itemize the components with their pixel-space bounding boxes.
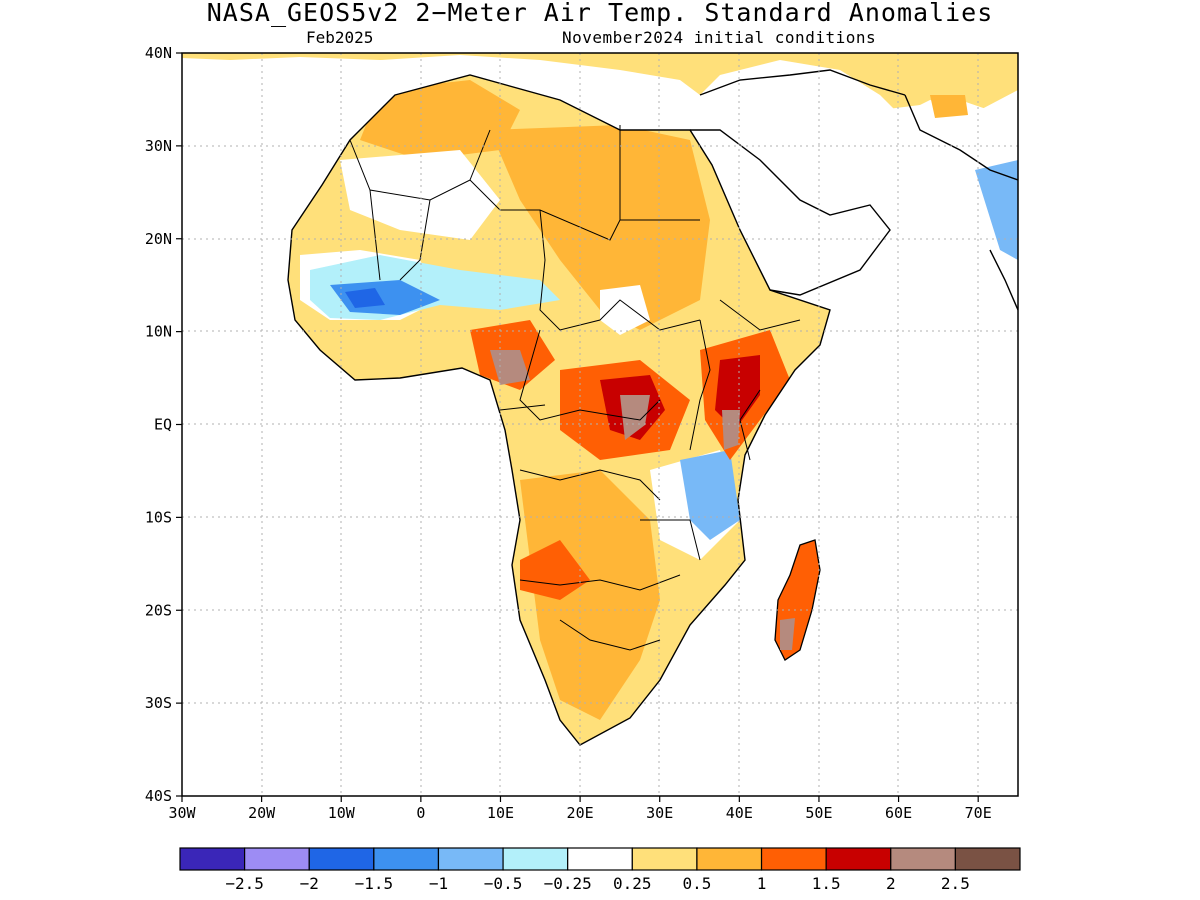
colorbar-swatch [760,847,827,871]
lat-tick-label: 20S [145,601,172,619]
lon-tick-label: 30W [168,804,196,822]
lon-tick-label: 0 [416,804,425,822]
colorbar-swatch [179,847,246,871]
colorbar-swatch [244,847,310,871]
map-body [182,53,1018,796]
colorbar-label: −0.5 [484,874,523,893]
colorbar-labels: −2.5 −2 −1.5 −1 −0.5 −0.25 0.25 0.5 1 1.5 2 2.5 [225,874,969,893]
lat-tick-label: 10S [145,508,172,526]
lat-tick-label: 20N [145,230,172,248]
colorbar-swatch [954,847,1021,871]
lon-tick-label: 30E [646,804,673,822]
lon-tick-label: 10W [328,804,356,822]
colorbar-label: 1.5 [812,874,841,893]
colorbar-label: −1 [429,874,448,893]
colorbar-swatch [567,847,633,871]
colorbar-swatch [373,847,440,871]
lon-axis: 30W 20W 10W 0 10E 20E 30E 40E 50E 60E 70E [168,796,992,822]
colorbar-label: 2 [886,874,896,893]
lon-tick-label: 20E [567,804,594,822]
lon-tick-label: 10E [487,804,514,822]
colorbar-label: −2.5 [225,874,264,893]
colorbar [179,847,1021,871]
coastlines [287,69,1018,746]
colorbar-label: −1.5 [355,874,394,893]
lat-tick-label: 40S [145,787,172,805]
lon-tick-label: 50E [805,804,832,822]
lat-tick-label: 30N [145,137,172,155]
lon-tick-label: 20W [248,804,276,822]
africa-anomaly-field [288,75,830,745]
lon-tick-label: 60E [885,804,912,822]
colorbar-swatch [437,847,504,871]
colorbar-swatch [825,847,892,871]
colorbar-label: −0.25 [544,874,592,893]
colorbar-swatch [502,847,569,871]
colorbar-swatch [890,847,956,871]
lon-tick-label: 40E [726,804,753,822]
colorbar-label: 0.25 [613,874,652,893]
colorbar-label: 2.5 [941,874,970,893]
lat-tick-label: 40N [145,44,172,62]
colorbar-swatch [696,847,763,871]
lat-axis: 40N 30N 20N 10N EQ 10S 20S 30S 40S [145,44,182,805]
colorbar-label: −2 [300,874,319,893]
country-borders [349,125,801,651]
lat-tick-label: 30S [145,694,172,712]
grid-lines [182,53,1018,796]
initial-conditions: November2024 initial conditions [562,28,877,47]
colorbar-label: 1 [757,874,767,893]
chart-title: NASA_GEOS5v2 2−Meter Air Temp. Standard … [206,0,994,27]
colorbar-swatch [631,847,698,871]
lon-tick-label: 70E [965,804,992,822]
lat-tick-label: 10N [145,323,172,341]
lat-tick-label: EQ [154,416,172,434]
forecast-month: Feb2025 [306,28,374,47]
colorbar-label: 0.5 [682,874,711,893]
colorbar-swatch [308,847,375,871]
